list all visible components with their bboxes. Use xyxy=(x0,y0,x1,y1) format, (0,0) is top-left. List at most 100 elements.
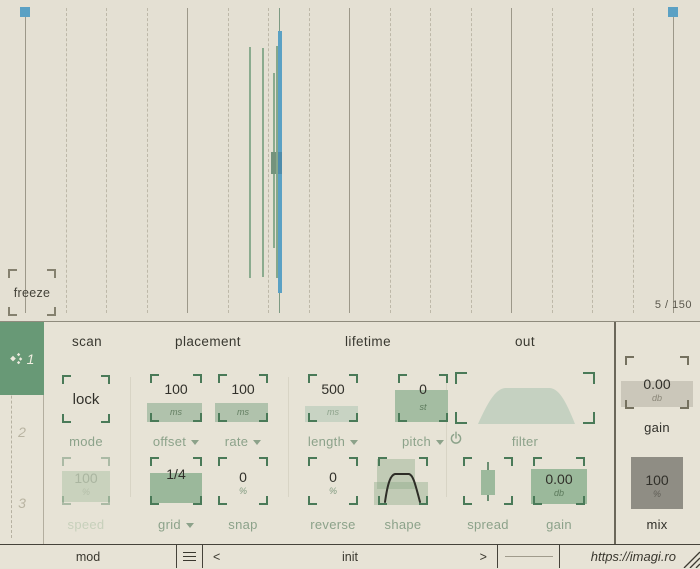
master-panel-divider xyxy=(614,322,616,544)
shape-control[interactable] xyxy=(374,457,428,505)
length-control[interactable]: 500 ms xyxy=(305,374,358,422)
gridline xyxy=(308,8,310,313)
section-title-lifetime: lifetime xyxy=(345,334,391,349)
gridline xyxy=(430,8,431,313)
gridline xyxy=(632,8,634,313)
snap-control[interactable]: 0 % xyxy=(218,457,268,505)
range-start-handle[interactable] xyxy=(20,7,30,17)
gridline xyxy=(470,8,472,313)
grain-gain-label[interactable]: gain xyxy=(546,517,572,532)
offset-value: 100 xyxy=(164,381,188,397)
footer-slider[interactable] xyxy=(498,545,560,568)
section-title-placement: placement xyxy=(175,334,241,349)
shape-label[interactable]: shape xyxy=(384,517,422,532)
gridline xyxy=(389,8,391,313)
chevron-down-icon xyxy=(191,440,200,445)
filter-label[interactable]: filter xyxy=(511,434,539,449)
control-panel: 1 2 3 scan placement lifetime out lock m… xyxy=(0,322,700,544)
preset-prev-button[interactable]: < xyxy=(213,549,221,564)
scan-mode-control[interactable]: lock xyxy=(62,375,110,423)
tab-column: 1 2 3 xyxy=(0,322,44,544)
grain-counter: 5 / 150 xyxy=(654,299,692,311)
brand-url: https://imagi.ro xyxy=(590,549,676,564)
chevron-down-icon xyxy=(253,440,262,445)
master-gain-unit: db xyxy=(651,393,662,403)
offset-label[interactable]: offset xyxy=(138,434,214,449)
pitch-control[interactable]: 0 st xyxy=(395,374,448,422)
gridline xyxy=(268,8,269,313)
section-title-scan: scan xyxy=(71,334,103,349)
tab-layer-3[interactable]: 3 xyxy=(18,495,26,511)
length-fill xyxy=(305,406,358,422)
tab-dashed-line xyxy=(11,326,12,538)
spread-fill xyxy=(481,470,495,495)
scan-mode-value: lock xyxy=(72,390,100,408)
tab-layer-1[interactable]: 1 xyxy=(0,322,44,395)
grid-fill xyxy=(150,473,202,503)
offset-fill xyxy=(147,403,202,422)
master-gain-fill xyxy=(621,381,693,407)
rate-label[interactable]: rate xyxy=(205,434,281,449)
gridline xyxy=(227,8,229,313)
speed-value: 100 xyxy=(74,470,98,486)
resize-grip-icon[interactable] xyxy=(678,546,700,568)
snap-label[interactable]: snap xyxy=(228,517,258,532)
gridline xyxy=(65,8,67,313)
menu-button[interactable] xyxy=(177,545,203,568)
grid-value: 1/4 xyxy=(166,466,186,482)
scan-mode-label[interactable]: mode xyxy=(69,434,103,449)
speed-control-disabled: 100 % xyxy=(62,457,110,505)
gridline xyxy=(551,8,553,313)
brand-link[interactable]: https://imagi.ro xyxy=(560,545,700,568)
speed-label: speed xyxy=(67,517,105,532)
freeze-label: freeze xyxy=(13,285,51,300)
grain-line xyxy=(271,152,276,174)
spread-label[interactable]: spread xyxy=(467,517,509,532)
grid-control[interactable]: 1/4 xyxy=(150,457,202,505)
reverse-value: 0 xyxy=(329,469,337,485)
range-end-handle[interactable] xyxy=(668,7,678,17)
rate-control[interactable]: 100 ms xyxy=(215,374,268,422)
section-title-out: out xyxy=(515,334,535,349)
chevron-down-icon xyxy=(435,440,444,445)
grid-label[interactable]: grid xyxy=(138,517,214,532)
mod-button[interactable]: mod xyxy=(0,545,177,568)
grain-line xyxy=(248,47,251,278)
footer-bar: mod < init > https://imagi.ro xyxy=(0,544,700,568)
reverse-label[interactable]: reverse xyxy=(310,517,356,532)
snap-unit: % xyxy=(238,486,247,496)
reverse-control[interactable]: 0 % xyxy=(308,457,358,505)
length-label[interactable]: length xyxy=(295,434,371,449)
offset-control[interactable]: 100 ms xyxy=(147,374,202,422)
power-icon[interactable] xyxy=(449,431,463,445)
tab-1-label: 1 xyxy=(26,350,35,367)
pitch-label[interactable]: pitch xyxy=(385,434,461,449)
grain-gain-fill xyxy=(531,469,587,504)
mix-unit: % xyxy=(652,489,661,499)
mix-control[interactable]: 100 % xyxy=(631,457,683,509)
length-value: 500 xyxy=(321,381,345,397)
grain-line xyxy=(261,48,264,277)
mix-value: 100 xyxy=(645,472,669,488)
length-unit: ms xyxy=(327,407,339,417)
spread-control[interactable] xyxy=(463,457,513,505)
reverse-unit: % xyxy=(328,486,337,496)
freeze-button[interactable]: freeze xyxy=(8,269,56,316)
grain-gain-control[interactable]: 0.00 db xyxy=(531,457,587,505)
tab-layer-2[interactable]: 2 xyxy=(18,424,26,440)
section-divider xyxy=(288,377,289,497)
grain-line xyxy=(275,46,278,278)
preset-next-button[interactable]: > xyxy=(479,549,487,564)
speed-unit: % xyxy=(81,487,90,497)
preset-name[interactable]: init xyxy=(342,549,358,564)
rate-fill xyxy=(215,403,268,422)
grains-icon xyxy=(9,352,22,365)
filter-control[interactable] xyxy=(455,372,595,424)
offset-unit: ms xyxy=(170,407,182,417)
grain-gain-value: 0.00 xyxy=(545,471,573,487)
grain-line xyxy=(277,152,282,174)
waveform-area[interactable]: freeze 5 / 150 xyxy=(0,0,700,322)
master-gain-control[interactable]: 0.00 db xyxy=(621,356,693,409)
gridline xyxy=(146,8,148,313)
